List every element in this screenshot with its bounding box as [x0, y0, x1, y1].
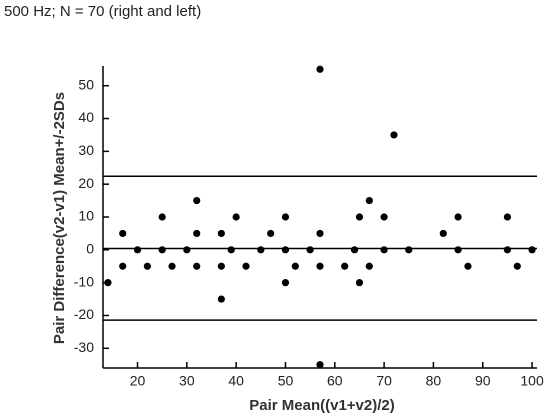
x-axis-label: Pair Mean((v1+v2)/2)	[249, 397, 394, 414]
x-tick-label: 40	[228, 373, 244, 389]
point	[316, 229, 324, 238]
point	[281, 213, 290, 221]
point	[133, 246, 142, 254]
point	[158, 246, 166, 254]
point	[291, 262, 299, 270]
point	[193, 262, 201, 270]
point	[257, 246, 265, 254]
point	[350, 246, 359, 254]
point	[341, 262, 349, 270]
point	[355, 279, 364, 287]
point	[528, 246, 536, 254]
point	[217, 295, 225, 303]
x-tick-label: 80	[426, 373, 442, 389]
x-tick-label: 100	[520, 373, 544, 389]
point	[503, 246, 512, 254]
point	[316, 65, 324, 73]
y-tick-label: -30	[74, 339, 94, 355]
x-tick-label: 60	[327, 373, 343, 389]
x-tick-label: 50	[278, 373, 294, 389]
y-tick-label: -20	[74, 306, 94, 322]
point	[119, 229, 127, 238]
point	[306, 246, 314, 254]
y-tick-label: 0	[86, 241, 94, 257]
y-tick-label: 50	[78, 76, 94, 92]
point	[143, 262, 151, 270]
point	[217, 262, 225, 270]
point	[365, 262, 373, 270]
point	[405, 246, 413, 254]
point	[104, 279, 112, 287]
point	[390, 131, 398, 139]
point	[183, 246, 191, 254]
point	[232, 213, 240, 221]
point	[365, 196, 373, 205]
point	[513, 262, 521, 270]
point	[454, 213, 462, 221]
x-tick-label: 90	[475, 373, 491, 389]
y-tick-label: 30	[78, 142, 94, 158]
point	[119, 262, 127, 270]
y-tick-label: 10	[78, 208, 94, 224]
point	[242, 262, 250, 270]
point	[158, 213, 166, 221]
point	[316, 262, 324, 270]
point	[380, 213, 388, 221]
y-tick-label: -10	[74, 273, 94, 289]
y-tick-label: 40	[78, 109, 94, 125]
point	[168, 262, 176, 270]
point	[380, 246, 388, 254]
point	[227, 246, 235, 254]
point	[355, 213, 364, 221]
y-tick-label: 20	[78, 175, 94, 191]
point	[193, 196, 201, 205]
point	[454, 246, 462, 254]
point	[281, 246, 290, 254]
point	[503, 213, 512, 221]
point	[316, 361, 324, 369]
chart-title: 500 Hz; N = 70 (right and left)	[4, 3, 201, 20]
x-tick-label: 70	[376, 373, 392, 389]
point	[193, 229, 201, 238]
x-tick-label: 20	[130, 373, 146, 389]
point	[464, 262, 472, 270]
point	[267, 229, 275, 238]
point	[281, 279, 290, 287]
point	[217, 229, 225, 238]
x-tick-label: 30	[179, 373, 195, 389]
y-axis-label: Pair Difference(v2-v1) Mean+/-2SDs	[51, 92, 68, 344]
point	[439, 229, 447, 238]
